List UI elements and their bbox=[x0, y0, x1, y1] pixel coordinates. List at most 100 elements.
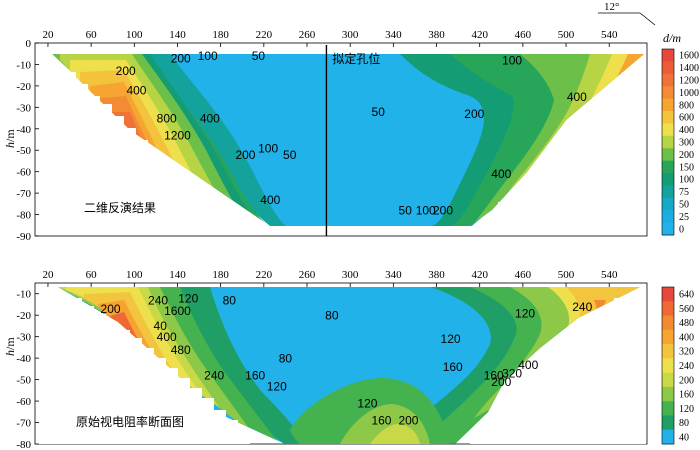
top-x-tick-label: 100 bbox=[126, 29, 143, 41]
bottom-y-axis-title: h/m bbox=[3, 337, 17, 356]
top-y-axis: 0 -10 -20 -30 -40 -50 -60 -70 -80 -90 bbox=[16, 38, 39, 243]
contour-label: 240 bbox=[572, 300, 592, 314]
bottom-x-tick-label: 540 bbox=[601, 269, 618, 281]
bottom-colorbar-label: 40 bbox=[679, 432, 689, 443]
contour-label: 400 bbox=[518, 358, 538, 372]
strike-arrow bbox=[639, 12, 656, 26]
contour-label: 120 bbox=[515, 306, 535, 320]
contour-label: 400 bbox=[567, 90, 587, 104]
contour-label: 200 bbox=[101, 302, 121, 316]
contour-label: 100 bbox=[198, 49, 218, 63]
top-x-tick-label: 20 bbox=[42, 29, 54, 41]
bottom-y-tick-label: -20 bbox=[16, 310, 31, 322]
contour-label: 50 bbox=[252, 49, 266, 63]
contour-label: 400 bbox=[157, 330, 177, 344]
bottom-colorbar-swatch bbox=[662, 315, 674, 331]
top-x-tick-label: 540 bbox=[601, 29, 618, 41]
contour-label: 160 bbox=[443, 360, 463, 374]
top-colorbar-swatch bbox=[662, 135, 674, 149]
bottom-x-tick-label: 100 bbox=[126, 269, 143, 281]
contour-label: 800 bbox=[157, 111, 177, 125]
bottom-stair-mask bbox=[36, 287, 646, 444]
bottom-y-tick-label: -30 bbox=[16, 332, 31, 344]
bottom-colorbar-label: 560 bbox=[679, 304, 694, 315]
top-colorbar-label: 75 bbox=[679, 187, 689, 198]
top-colorbar-label: 150 bbox=[679, 162, 694, 173]
top-y-tick-label: -80 bbox=[16, 210, 31, 222]
top-colorbar-label: 1000 bbox=[679, 88, 699, 99]
contour-label: 200 bbox=[171, 51, 191, 65]
top-stair-mask bbox=[36, 54, 646, 226]
contour-label: 80 bbox=[325, 308, 339, 322]
contour-label: 200 bbox=[398, 414, 418, 428]
contour-label: 100 bbox=[258, 141, 278, 155]
top-colorbar-label: 1400 bbox=[679, 63, 699, 74]
contour-label: 40 bbox=[154, 319, 168, 333]
top-colorbar-label: 0 bbox=[679, 224, 684, 235]
top-colorbar-swatch bbox=[662, 86, 674, 100]
contour-label: 120 bbox=[441, 332, 461, 346]
top-colorbar-label: 25 bbox=[679, 212, 689, 223]
top-colorbar-label: 300 bbox=[679, 138, 694, 149]
contour-label: 200 bbox=[116, 64, 136, 78]
proposed-borehole-label: 拟定孔位 bbox=[332, 51, 380, 66]
top-y-tick-label: -20 bbox=[16, 81, 31, 93]
bottom-colorbar-swatch bbox=[662, 344, 674, 359]
top-panel-title: 二维反演结果 bbox=[84, 200, 156, 215]
contour-label: 100 bbox=[502, 53, 522, 67]
bottom-y-tick-label: -10 bbox=[16, 289, 31, 301]
top-x-tick-label: 300 bbox=[342, 29, 359, 41]
contour-label: 320 bbox=[502, 366, 522, 380]
contour-label: 400 bbox=[260, 193, 280, 207]
bottom-y-tick-label: -70 bbox=[16, 418, 31, 430]
contour-label: 120 bbox=[178, 291, 198, 305]
strike-indicator: 12° bbox=[598, 1, 656, 26]
contour-label: 200 bbox=[464, 107, 484, 121]
top-y-tick-label: -40 bbox=[16, 124, 31, 136]
contour-label: 1200 bbox=[164, 129, 191, 143]
bottom-colorbar-swatch bbox=[662, 386, 674, 402]
contour-label: 200 bbox=[433, 204, 453, 218]
bottom-y-tick-label: -40 bbox=[16, 353, 31, 365]
top-colorbar-label: 200 bbox=[679, 150, 694, 161]
top-x-tick-label: 140 bbox=[169, 29, 186, 41]
top-x-tick-label: 220 bbox=[256, 29, 273, 41]
bottom-colorbar-label: 200 bbox=[679, 375, 694, 386]
contour-label: 200 bbox=[491, 375, 511, 389]
contour-label: 1600 bbox=[164, 304, 191, 318]
top-colorbar-swatch bbox=[662, 185, 674, 199]
bottom-x-tick-label: 140 bbox=[169, 269, 186, 281]
bottom-colorbar-swatch bbox=[662, 401, 674, 416]
bottom-colorbar-label: 160 bbox=[679, 390, 694, 401]
top-colorbar-swatch bbox=[662, 73, 674, 87]
contour-label: 120 bbox=[357, 397, 377, 411]
top-colorbar-swatch bbox=[662, 49, 674, 62]
bottom-colorbar-label: 640 bbox=[679, 290, 694, 301]
contour-label: 160 bbox=[484, 369, 504, 383]
bottom-y-tick-label: -60 bbox=[16, 396, 31, 408]
bottom-x-tick-label: 420 bbox=[471, 269, 488, 281]
bottom-colorbar-swatch bbox=[662, 429, 674, 445]
bottom-colorbar-label: 320 bbox=[679, 347, 694, 358]
contour-label: 50 bbox=[399, 204, 413, 218]
bottom-colorbar-label: 80 bbox=[679, 418, 689, 429]
bottom-colorbar-swatch bbox=[662, 287, 674, 302]
bottom-colorbar-label: 120 bbox=[679, 404, 694, 415]
top-colorbar-swatch bbox=[662, 197, 674, 211]
bottom-y-tick-label: -50 bbox=[16, 375, 31, 387]
top-colorbar-swatch bbox=[662, 173, 674, 186]
bottom-panel-title: 原始视电阻率断面图 bbox=[76, 414, 184, 429]
bottom-x-tick-label: 220 bbox=[256, 269, 273, 281]
strike-label: 12° bbox=[604, 1, 619, 13]
top-x-tick-label: 380 bbox=[428, 29, 445, 41]
bottom-x-tick-label: 180 bbox=[212, 269, 229, 281]
bottom-colorbar: 640 560 480 400 320 240 200 160 120 80 40 bbox=[661, 286, 694, 445]
top-y-tick-label: -10 bbox=[16, 59, 31, 71]
top-x-tick-label: 60 bbox=[86, 29, 98, 41]
top-x-tick-label: 420 bbox=[471, 29, 488, 41]
top-x-tick-label: 340 bbox=[385, 29, 402, 41]
